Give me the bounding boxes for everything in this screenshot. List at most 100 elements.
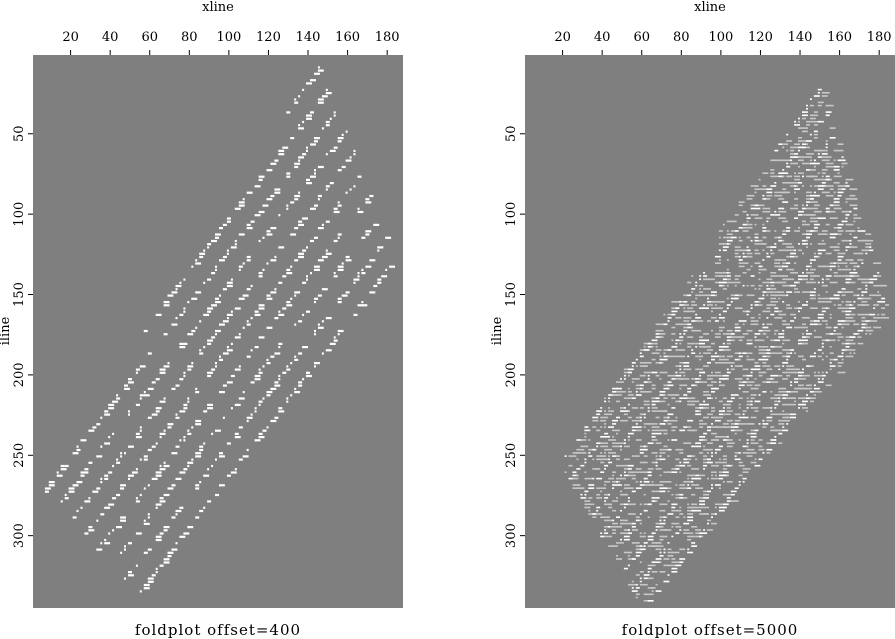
fold-cell bbox=[754, 336, 757, 338]
fold-cell bbox=[325, 249, 328, 252]
fold-cell bbox=[588, 509, 591, 512]
fold-cell bbox=[639, 407, 644, 409]
fold-cell bbox=[806, 140, 812, 142]
fold-cell bbox=[778, 281, 787, 284]
fold-cell bbox=[120, 484, 126, 487]
fold-cell bbox=[849, 352, 852, 354]
fold-cell bbox=[734, 487, 739, 489]
fold-cell bbox=[774, 246, 777, 248]
fold-cell bbox=[266, 262, 269, 265]
fold-cell bbox=[734, 455, 737, 457]
fold-cell bbox=[869, 294, 874, 297]
fold-cell bbox=[841, 320, 846, 322]
fold-cell bbox=[806, 397, 812, 399]
fold-cell bbox=[817, 243, 822, 245]
fold-cell bbox=[651, 545, 658, 547]
fold-cell bbox=[722, 223, 725, 226]
fold-cell bbox=[766, 346, 769, 348]
fold-cell bbox=[203, 249, 206, 252]
fold-cell bbox=[726, 368, 729, 371]
fold-cell bbox=[294, 291, 301, 294]
fold-cell bbox=[623, 529, 630, 531]
fold-cell bbox=[631, 381, 634, 383]
fold-cell bbox=[302, 88, 305, 91]
fold-cell bbox=[738, 387, 741, 390]
fold-cell bbox=[754, 252, 761, 255]
fold-cell bbox=[750, 307, 753, 309]
fold-cell bbox=[817, 381, 824, 383]
fold-cell bbox=[762, 346, 767, 348]
fold-cell bbox=[175, 317, 178, 320]
fold-cell bbox=[600, 416, 609, 419]
fold-cell bbox=[746, 452, 751, 454]
fold-cell bbox=[302, 346, 308, 349]
fold-cell bbox=[813, 288, 816, 290]
fold-cell bbox=[857, 230, 862, 232]
fold-cell bbox=[361, 301, 364, 304]
fold-cell bbox=[631, 580, 634, 583]
fold-cell bbox=[758, 297, 765, 300]
fold-cell bbox=[794, 262, 797, 264]
fold-cell bbox=[671, 506, 676, 509]
fold-cell bbox=[298, 384, 303, 387]
fold-cell bbox=[369, 259, 376, 262]
fold-cell bbox=[687, 307, 694, 309]
fold-cell bbox=[635, 596, 638, 599]
fold-cell bbox=[707, 458, 711, 461]
fold-cell bbox=[806, 156, 812, 158]
fold-cell bbox=[215, 301, 221, 304]
fold-cell bbox=[306, 114, 312, 117]
x-tick-label: 20 bbox=[554, 30, 571, 45]
fold-cell bbox=[44, 487, 51, 490]
fold-cell bbox=[572, 471, 577, 473]
fold-cell bbox=[643, 509, 648, 512]
fold-cell bbox=[683, 397, 690, 399]
fold-cell bbox=[703, 493, 709, 496]
fold-cell bbox=[627, 529, 630, 531]
fold-cell bbox=[695, 509, 702, 512]
fold-cell bbox=[849, 233, 852, 235]
fold-cell bbox=[707, 378, 713, 380]
fold-cell bbox=[683, 320, 688, 322]
fold-cell bbox=[377, 246, 384, 249]
fold-cell bbox=[691, 288, 696, 290]
fold-cell bbox=[600, 516, 605, 518]
fold-cell bbox=[325, 252, 332, 255]
fold-cell bbox=[266, 426, 269, 429]
fold-cell bbox=[718, 313, 721, 316]
fold-cell bbox=[631, 522, 636, 525]
fold-cell bbox=[647, 564, 656, 567]
fold-cell bbox=[711, 291, 717, 293]
fold-cell bbox=[385, 236, 392, 239]
fold-cell bbox=[869, 320, 878, 322]
fold-cell bbox=[770, 410, 773, 412]
fold-cell bbox=[623, 538, 630, 541]
fold-cell bbox=[647, 587, 654, 589]
fold-cell bbox=[821, 156, 828, 158]
fold-cell bbox=[691, 474, 694, 477]
fold-cell bbox=[714, 281, 721, 284]
y-tick-label: 50 bbox=[504, 125, 519, 142]
fold-cell bbox=[849, 243, 852, 245]
fold-cell bbox=[861, 320, 866, 322]
fold-cell bbox=[199, 509, 204, 513]
fold-cell bbox=[746, 249, 751, 252]
fold-cell bbox=[576, 448, 585, 451]
fold-cell bbox=[647, 378, 650, 380]
fold-cell bbox=[687, 551, 694, 554]
fold-cell bbox=[865, 252, 868, 255]
fold-cell bbox=[774, 210, 777, 213]
fold-cell bbox=[183, 532, 190, 535]
fold-cell bbox=[270, 419, 277, 423]
fold-cell bbox=[734, 429, 743, 432]
fold-cell bbox=[746, 442, 749, 444]
fold-cell bbox=[620, 490, 622, 493]
fold-cell bbox=[774, 397, 781, 399]
fold-cell bbox=[584, 426, 589, 428]
fold-cell bbox=[671, 567, 678, 570]
fold-cell bbox=[802, 220, 806, 223]
fold-cell bbox=[116, 493, 121, 497]
fold-cell bbox=[600, 436, 605, 438]
fold-cell bbox=[845, 275, 848, 277]
fold-cell bbox=[722, 281, 727, 284]
